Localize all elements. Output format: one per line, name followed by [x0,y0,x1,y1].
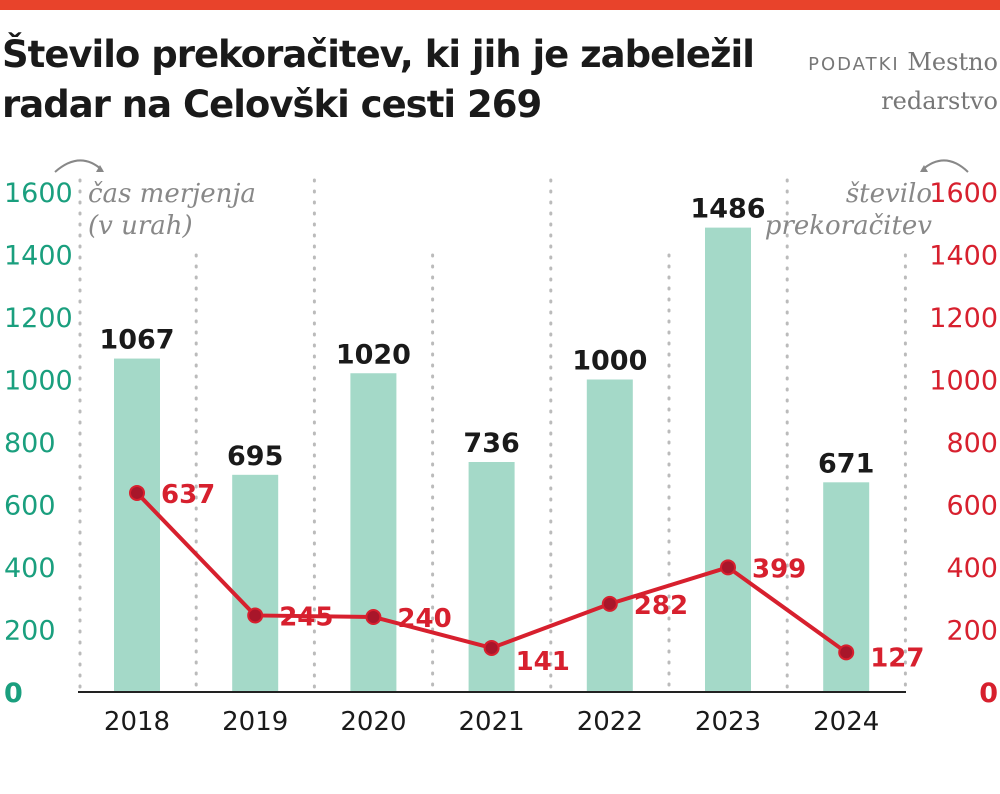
bar [350,373,397,692]
x-tick-label: 2020 [340,707,406,737]
right-tick-label: 600 [946,491,998,522]
bar [823,482,870,692]
bar [468,462,515,692]
bar-value-label: 695 [227,441,283,472]
bar [114,358,160,692]
right-arrow-icon [921,159,969,173]
left-axis-label-1: čas merjenja [88,179,256,209]
left-axis-label-2: (v urah) [88,211,193,241]
right-tick-label: 1400 [929,241,998,272]
left-tick-label: 1200 [4,303,73,334]
line-point [720,559,736,576]
line-point [601,595,618,612]
left-tick-label: 1000 [4,366,73,397]
line-point [838,644,855,661]
right-tick-label: 1200 [929,303,998,334]
bar-value-label: 1020 [336,339,411,370]
x-tick-label: 2019 [222,707,288,737]
source-name-2: redarstvo [881,87,998,115]
right-tick-label: 0 [979,678,998,709]
bar-value-label: 1067 [99,325,174,356]
line-value-label: 141 [516,647,570,677]
line-value-label: 240 [397,604,451,634]
line-value-label: 282 [634,591,688,621]
top-accent-bar [0,0,1000,10]
line-value-label: 127 [870,643,924,673]
right-axis-label-1: število [846,179,932,209]
right-tick-label: 400 [946,553,998,584]
bar [705,227,751,692]
x-tick-label: 2023 [695,707,761,737]
left-tick-label: 600 [4,491,56,522]
source-label: PODATKI [808,54,900,75]
right-axis-label-2: prekoračitev [765,211,933,241]
x-tick-label: 2024 [813,707,879,737]
left-tick-label: 200 [4,616,56,647]
bar-value-label: 1000 [572,346,647,377]
chart-title: Število prekoračitev, ki jih je zabeleži… [2,33,755,126]
right-tick-label: 800 [946,428,998,459]
left-tick-label: 400 [4,553,56,584]
left-tick-label: 800 [4,428,56,459]
left-arrowhead-icon [96,165,104,172]
left-tick-label: 0 [4,678,23,709]
line-value-label: 399 [752,554,806,584]
source-name-1: Mestno [907,48,998,76]
line-value-label: 245 [279,602,333,632]
x-tick-label: 2022 [577,707,643,737]
bar [232,474,279,692]
right-tick-label: 200 [946,616,998,647]
line-point [483,639,500,656]
line-point [247,607,264,624]
line-point [365,609,382,625]
left-arrow-icon [54,159,103,173]
left-tick-label: 1400 [4,241,73,272]
bar-value-label: 736 [463,428,519,459]
line-value-label: 637 [161,480,215,510]
bar [586,379,633,692]
right-tick-label: 1000 [929,366,998,397]
right-arrowhead-icon [920,165,928,172]
source: PODATKI Mestno redarstvo [808,44,998,119]
line-point [129,484,145,501]
left-tick-label: 1600 [4,178,73,209]
x-tick-label: 2018 [104,707,170,737]
right-tick-label: 1600 [929,178,998,209]
bar-value-label: 1486 [690,194,765,225]
bar-value-label: 671 [818,448,874,479]
x-tick-label: 2021 [459,707,525,737]
